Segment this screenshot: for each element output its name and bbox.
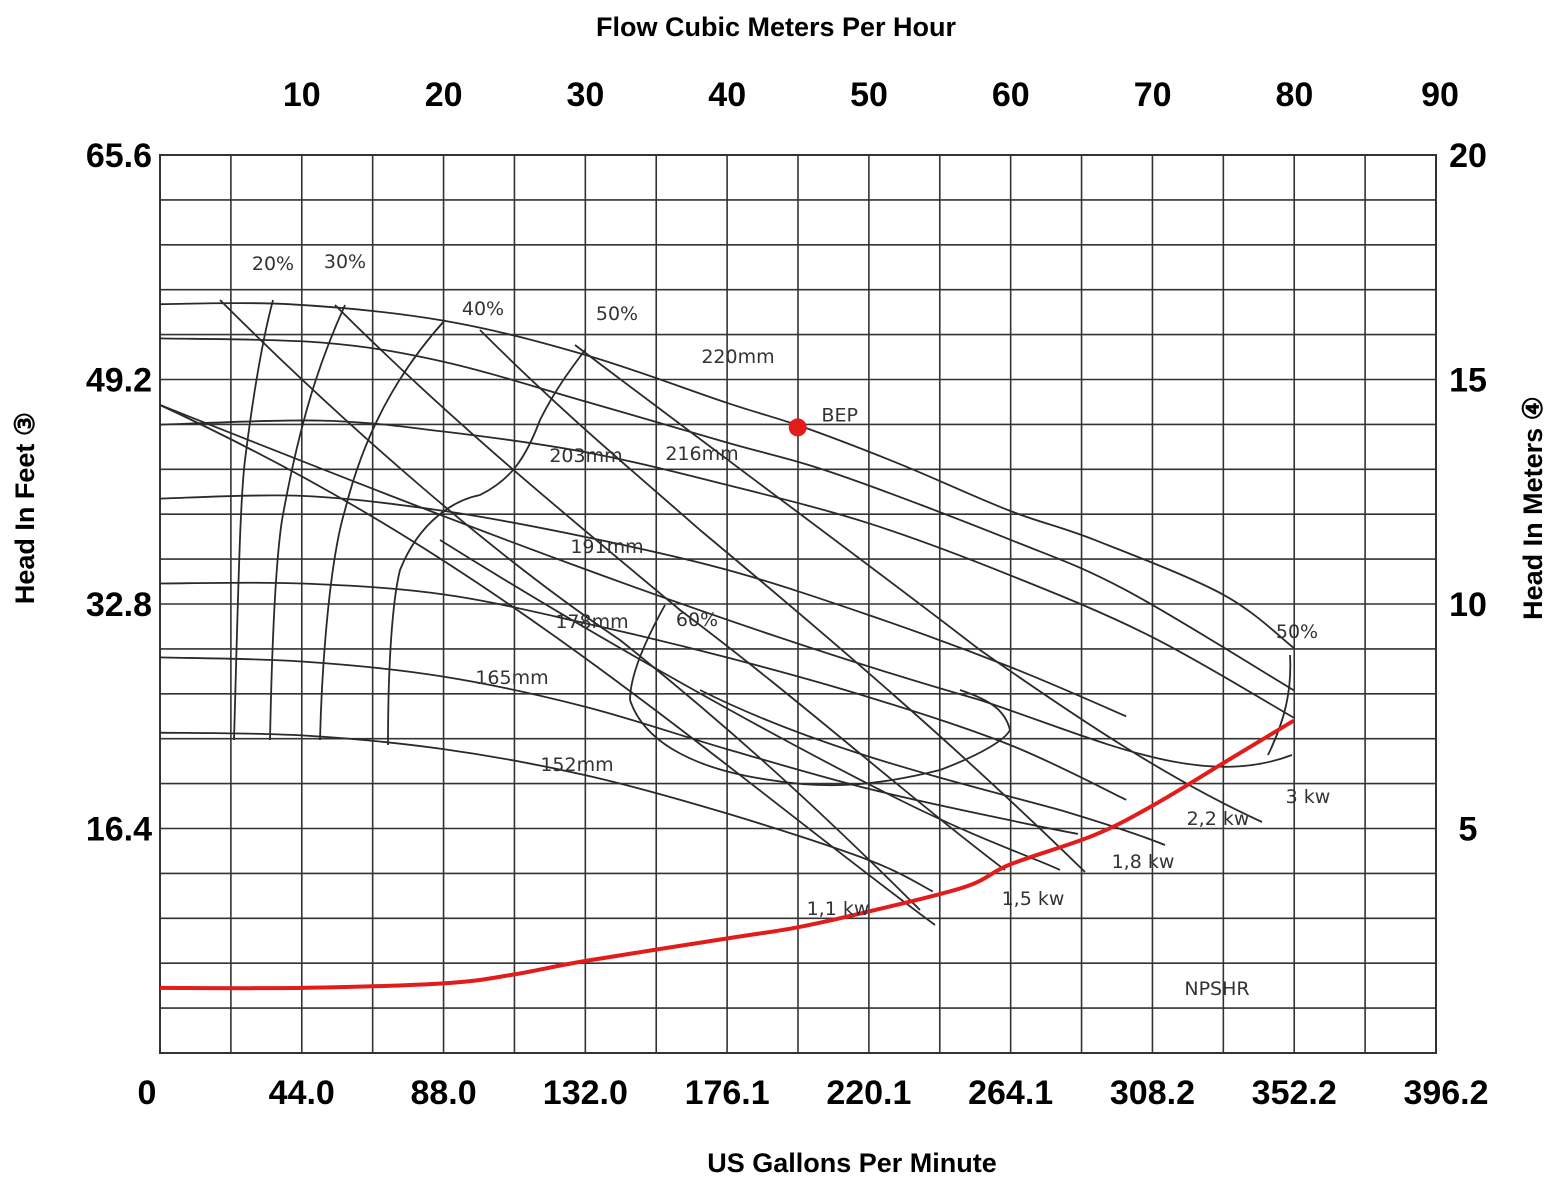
bottom-tick-label: 352.2 <box>1252 1074 1337 1112</box>
aux-curve-kw-1.5 <box>334 304 1006 871</box>
annotation-label: 60% <box>676 609 718 631</box>
bottom-tick-label: 88.0 <box>410 1074 476 1112</box>
bottom-tick-label: 396.2 <box>1403 1074 1488 1112</box>
aux-curve-eff-40b <box>387 349 586 746</box>
right-tick-label: 20 <box>1449 137 1487 175</box>
series-label: 220mm <box>701 346 774 368</box>
right-axis-ticks: 5 10 15 20 <box>1449 137 1487 849</box>
annotation-label: 50% <box>1276 621 1318 643</box>
bottom-axis-title: US Gallons Per Minute <box>707 1148 997 1177</box>
annotation-label: 50% <box>596 303 638 325</box>
series-label: 152mm <box>540 754 613 776</box>
aux-curve-kw-1.8 <box>479 329 1086 873</box>
bottom-tick-label: 308.2 <box>1110 1074 1195 1112</box>
series-line-220mm <box>159 302 1295 649</box>
top-tick-label: 70 <box>1134 76 1172 114</box>
series-label: 165mm <box>475 667 548 689</box>
series-line-203mm <box>159 419 1295 719</box>
series-line-152mm <box>159 731 934 893</box>
aux-curve-kw-3 <box>159 404 1293 768</box>
left-tick-label: 65.6 <box>86 137 152 175</box>
annotation-label: 20% <box>252 253 294 275</box>
plot-frame <box>159 154 1437 1054</box>
annotation-label: 3 kw <box>1286 786 1331 808</box>
top-tick-label: 10 <box>283 76 321 114</box>
annotation-label: 2,2 kw <box>1187 808 1250 830</box>
top-tick-label: 80 <box>1275 76 1313 114</box>
series-line-216mm <box>159 337 1295 691</box>
annotation-label: NPSHR <box>1184 978 1249 1000</box>
annotation-label: 30% <box>324 251 366 273</box>
bottom-tick-label: 176.1 <box>685 1074 770 1112</box>
annotation-label: 1,1 kw <box>807 898 870 920</box>
top-tick-label: 90 <box>1421 76 1459 114</box>
bottom-tick-label: 132.0 <box>543 1074 628 1112</box>
left-axis-title: Head In Feet ③ <box>10 412 40 604</box>
left-axis-ticks: 16.4 32.8 49.2 65.6 <box>86 137 152 849</box>
annotation-label: 1,5 kw <box>1002 888 1065 910</box>
bottom-tick-label: 0 <box>138 1074 157 1112</box>
aux-curve-eff-30 <box>269 304 346 741</box>
series-line-178mm <box>159 581 1127 801</box>
data-series <box>159 302 1295 991</box>
bep-point <box>788 418 807 437</box>
left-tick-label: 32.8 <box>86 586 152 624</box>
left-tick-label: 49.2 <box>86 362 152 400</box>
series-label: 178mm <box>555 611 628 633</box>
aux-curve-kw-1.1b <box>159 404 936 926</box>
top-tick-label: 30 <box>566 76 604 114</box>
right-tick-label: 5 <box>1459 811 1478 849</box>
annotation-label: 40% <box>462 298 504 320</box>
top-tick-label: 40 <box>708 76 746 114</box>
aux-curve-kw-1.8b <box>699 689 1166 846</box>
series-label: 203mm <box>549 445 622 467</box>
aux-curve-eff-20 <box>233 299 274 741</box>
series-label: 216mm <box>665 443 738 465</box>
aux-curve-kw-1.1 <box>219 299 921 911</box>
aux-curve-kw-2.2 <box>574 344 1263 823</box>
top-axis-ticks: 10 20 30 40 50 60 70 80 90 <box>283 76 1459 114</box>
top-axis-title: Flow Cubic Meters Per Hour <box>596 12 957 42</box>
bottom-tick-label: 220.1 <box>826 1074 911 1112</box>
top-tick-label: 60 <box>992 76 1030 114</box>
right-axis-title: Head In Meters ④ <box>1518 396 1548 620</box>
aux-curve-kw-1.5b <box>439 539 1061 871</box>
top-tick-label: 50 <box>850 76 888 114</box>
bottom-tick-label: 44.0 <box>269 1074 335 1112</box>
right-tick-label: 10 <box>1449 586 1487 624</box>
aux-curve-eff-40 <box>319 319 446 741</box>
bottom-axis-ticks: 0 44.0 88.0 132.0 176.1 220.1 264.1 308.2 352.2 3… <box>138 1074 1489 1112</box>
right-tick-label: 15 <box>1449 362 1487 400</box>
series-line-191mm <box>159 494 1127 718</box>
chart-annotations: 20% 30% 40% 50% 60% 50% 1,1 kw 1,5 kw 1,8 kw 2,2 … <box>252 251 1330 1000</box>
annotation-label: 1,8 kw <box>1112 851 1175 873</box>
aux-curve-eff-60 <box>629 604 1011 787</box>
bottom-tick-label: 264.1 <box>968 1074 1053 1112</box>
efficiency-and-power-curves <box>159 299 1293 926</box>
series-label: 191mm <box>570 536 643 558</box>
series-line-npshr <box>159 718 1295 991</box>
left-tick-label: 16.4 <box>86 811 152 849</box>
bep-label: BEP <box>821 404 858 426</box>
series-line-165mm <box>159 656 1079 835</box>
aux-curve-eff-50r <box>1267 654 1292 756</box>
top-tick-label: 20 <box>425 76 463 114</box>
